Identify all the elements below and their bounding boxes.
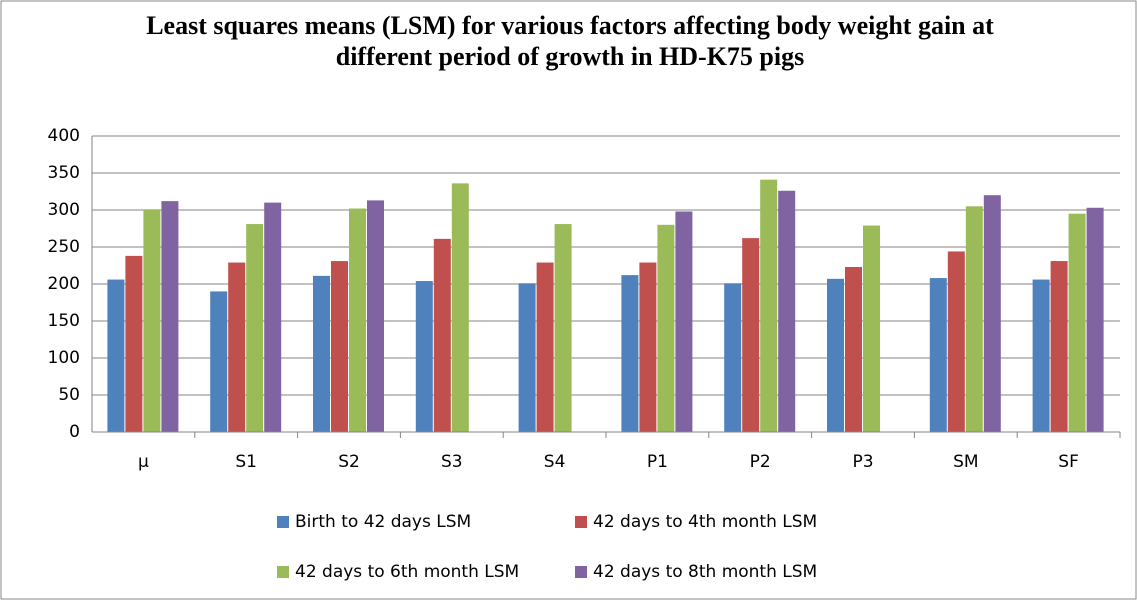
x-tick-label: S1	[235, 452, 257, 472]
bar	[125, 255, 143, 432]
bar	[724, 283, 742, 432]
bar	[621, 275, 639, 432]
y-tick-label: 200	[48, 274, 80, 294]
bar	[639, 262, 657, 432]
bar	[313, 275, 330, 432]
bar	[264, 202, 282, 432]
legend-swatch	[575, 516, 587, 528]
bar	[1050, 261, 1068, 432]
bar	[929, 278, 947, 432]
bar	[161, 201, 179, 432]
bar	[947, 251, 965, 432]
y-tick-label: 300	[48, 200, 80, 220]
bar	[210, 291, 228, 432]
bar	[760, 179, 778, 432]
x-tick-label: S2	[338, 452, 360, 472]
chart-title: Least squares means (LSM) for various fa…	[146, 11, 994, 71]
y-tick-label: 50	[58, 385, 80, 405]
x-tick-label: SM	[953, 452, 978, 472]
bar	[742, 238, 760, 432]
y-tick-label: 0	[69, 422, 80, 442]
bar	[451, 183, 469, 432]
bar	[863, 225, 880, 432]
bar	[1068, 213, 1086, 432]
bar	[246, 224, 264, 432]
x-tick-label: P1	[647, 452, 668, 472]
legend-swatch	[277, 516, 289, 528]
bar	[228, 262, 246, 432]
x-tick-label: SF	[1058, 452, 1079, 472]
bar	[1086, 207, 1104, 432]
bar	[1032, 279, 1050, 432]
bar	[657, 224, 675, 432]
bar	[433, 238, 451, 432]
bar	[518, 283, 536, 432]
bar	[415, 281, 433, 432]
bar	[554, 224, 572, 432]
bar	[107, 279, 125, 432]
legend-label: 42 days to 4th month LSM	[593, 512, 817, 532]
bar	[367, 200, 384, 432]
bar	[675, 211, 693, 432]
y-tick-label: 400	[48, 126, 80, 146]
bar	[778, 190, 796, 432]
y-tick-label: 150	[48, 311, 80, 331]
bar	[143, 209, 161, 432]
x-tick-label: P3	[852, 452, 873, 472]
y-tick-label: 250	[48, 237, 80, 257]
bar	[983, 195, 1001, 432]
x-tick-label: S3	[441, 452, 463, 472]
bar	[536, 262, 554, 432]
bar	[965, 206, 983, 432]
bar	[827, 278, 844, 432]
legend-label: Birth to 42 days LSM	[295, 512, 471, 532]
legend-swatch	[575, 566, 587, 578]
legend-label: 42 days to 8th month LSM	[593, 562, 817, 582]
bar	[331, 261, 348, 432]
x-tick-label: μ	[138, 452, 149, 472]
legend-label: 42 days to 6th month LSM	[295, 562, 519, 582]
x-tick-label: S4	[544, 452, 566, 472]
bar	[349, 208, 366, 432]
x-tick-label: P2	[750, 452, 771, 472]
bar	[845, 266, 862, 432]
y-tick-label: 350	[48, 163, 80, 183]
y-tick-label: 100	[48, 348, 80, 368]
legend-swatch	[277, 566, 289, 578]
